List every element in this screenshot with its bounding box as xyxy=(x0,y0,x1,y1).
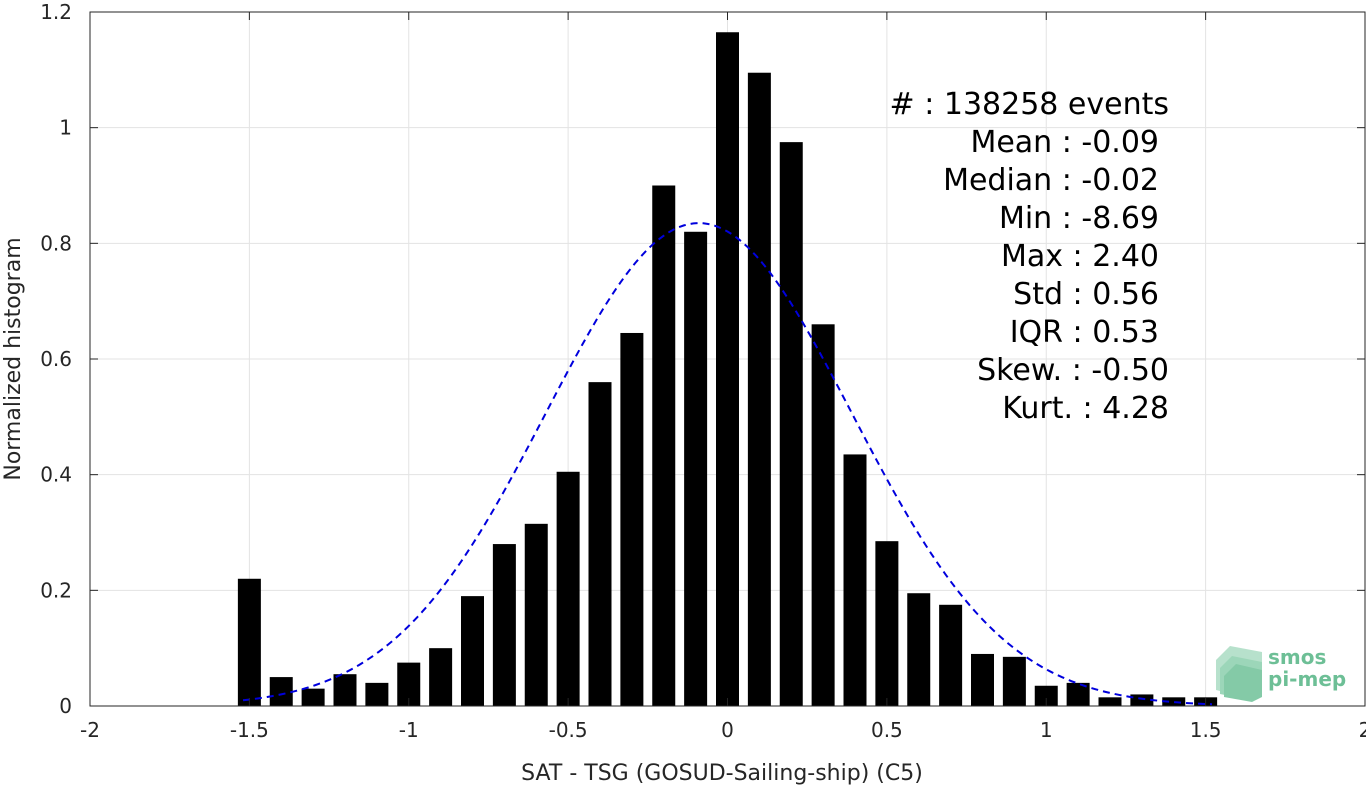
x-tick-label: 0.5 xyxy=(871,718,903,742)
histogram-bar xyxy=(907,593,931,706)
y-tick-label: 1.2 xyxy=(40,0,72,24)
stats-max: Max : 2.40 xyxy=(1001,239,1159,274)
stats-mean: Mean : -0.09 xyxy=(970,125,1159,160)
x-axis-label: SAT - TSG (GOSUD-Sailing-ship) (C5) xyxy=(521,761,923,786)
logo-waves-icon xyxy=(1216,646,1262,702)
x-tick-label: 0 xyxy=(721,718,734,742)
histogram-bar xyxy=(333,674,357,706)
histogram-bar xyxy=(1130,694,1154,706)
stats-iqr: IQR : 0.53 xyxy=(1010,315,1159,350)
histogram-bar xyxy=(1002,656,1026,706)
histogram-bar xyxy=(811,324,835,706)
histogram-bar xyxy=(397,662,421,706)
smos-pimep-logo: smos pi-mep xyxy=(1216,645,1346,702)
y-axis-label: Normalized histogram xyxy=(1,237,26,480)
y-tick-label: 0.6 xyxy=(40,347,72,371)
y-tick-label: 0.2 xyxy=(40,578,72,602)
histogram-bar xyxy=(365,682,389,706)
histogram-bar xyxy=(1162,697,1186,706)
histogram-bar xyxy=(939,604,963,706)
stats-box: # : 138258 events Mean : -0.09 Median : … xyxy=(890,87,1169,426)
x-tick-label: -1 xyxy=(399,718,419,742)
x-tick-label: -2 xyxy=(80,718,100,742)
histogram-bar xyxy=(429,648,453,706)
histogram-bar xyxy=(301,688,325,706)
y-tick-label: 0.4 xyxy=(40,463,72,487)
histogram-bar xyxy=(1034,685,1058,706)
histogram-bar xyxy=(1066,682,1090,706)
histogram-bar xyxy=(269,677,293,706)
histogram-bar xyxy=(1098,697,1122,706)
x-tick-label: -1.5 xyxy=(230,718,269,742)
x-tick-label: 2 xyxy=(1359,718,1366,742)
histogram-bar xyxy=(652,185,676,706)
stats-kurt: Kurt. : 4.28 xyxy=(1002,391,1169,426)
stats-median: Median : -0.02 xyxy=(943,163,1159,198)
gaussian-fit-curve xyxy=(242,222,1213,706)
histogram-bar xyxy=(237,578,261,706)
histogram-bar xyxy=(971,653,994,706)
x-tick-label: 1.5 xyxy=(1190,718,1222,742)
histogram-bar xyxy=(716,32,739,707)
histogram-bar xyxy=(588,382,612,706)
histogram-bar xyxy=(492,544,516,706)
y-tick-label: 0 xyxy=(59,694,72,718)
axis-ticks xyxy=(89,11,1366,707)
stats-std: Std : 0.56 xyxy=(1013,277,1159,312)
histogram-bar xyxy=(524,523,548,706)
stats-min: Min : -8.69 xyxy=(999,201,1159,236)
logo-line1: smos xyxy=(1268,645,1326,669)
y-tick-label: 1 xyxy=(59,116,72,140)
y-tick-label: 0.8 xyxy=(40,231,72,255)
stats-events: # : 138258 events xyxy=(890,87,1169,122)
histogram-bar xyxy=(620,332,644,706)
histogram-bar xyxy=(875,541,899,706)
y-tick-labels: 0 0.2 0.4 0.6 0.8 1 1.2 xyxy=(40,0,72,718)
histogram-bar xyxy=(747,72,771,707)
x-tick-labels: -2 -1.5 -1 -0.5 0 0.5 1 1.5 2 xyxy=(80,718,1366,742)
logo-line2: pi-mep xyxy=(1268,667,1346,691)
histogram-bar xyxy=(461,596,484,706)
histogram-bar xyxy=(556,471,580,706)
histogram-bars xyxy=(237,32,1218,707)
histogram-bar xyxy=(779,142,803,706)
x-tick-label: -0.5 xyxy=(549,718,588,742)
histogram-bar xyxy=(684,231,708,706)
histogram-bar xyxy=(843,454,867,706)
stats-skew: Skew. : -0.50 xyxy=(977,353,1169,388)
x-tick-label: 1 xyxy=(1040,718,1053,742)
